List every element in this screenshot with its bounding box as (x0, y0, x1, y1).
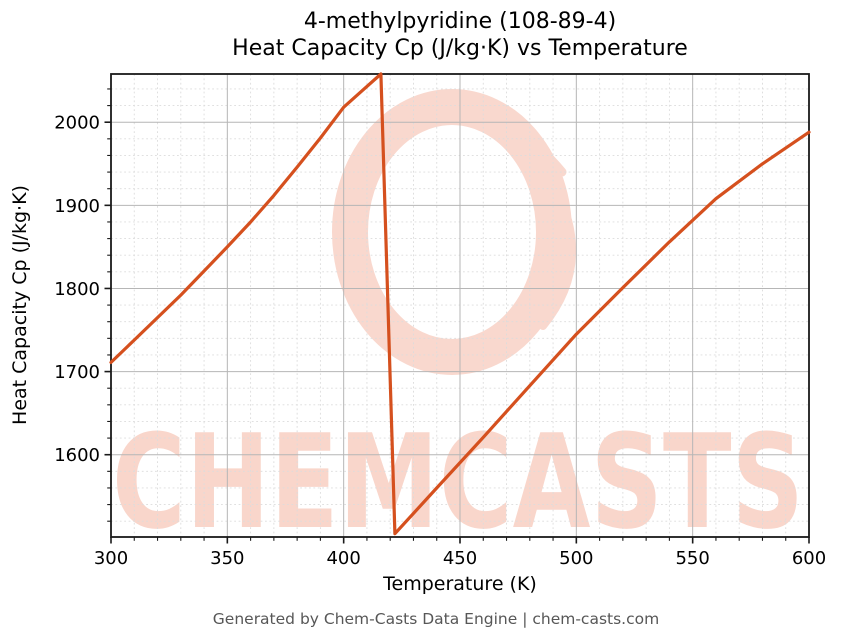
axis-tick-labels: 300 350 400 450 500 550 600 1600 1700 1800 1900 200… (54, 113, 826, 569)
x-tick-label: 550 (675, 548, 709, 569)
chart-title-line1: 4-methylpyridine (108-89-4) (304, 9, 616, 34)
x-tick-label: 300 (94, 548, 128, 569)
footer-credit: Generated by Chem-Casts Data Engine | ch… (213, 610, 659, 628)
x-tick-label: 400 (326, 548, 360, 569)
y-tick-label: 1600 (54, 445, 100, 466)
x-tick-label: 350 (210, 548, 244, 569)
y-axis-label: Heat Capacity Cp (J/kg·K) (9, 185, 31, 425)
cp-vs-temperature-line (109, 72, 811, 536)
x-axis-label: Temperature (K) (382, 573, 537, 595)
y-tick-label: 1900 (54, 196, 100, 217)
chart-title-line2: Heat Capacity Cp (J/kg·K) vs Temperature (232, 36, 688, 61)
x-tick-label: 500 (559, 548, 593, 569)
watermark-swirl-logo-icon (332, 89, 572, 375)
y-tick-label: 2000 (54, 113, 100, 134)
watermark-swirl-streak-bottom-icon (539, 216, 577, 330)
watermark-text: CHEMCASTS (112, 406, 804, 558)
y-tick-label: 1800 (54, 279, 100, 300)
watermark: CHEMCASTS (112, 89, 804, 558)
x-tick-label: 600 (792, 548, 826, 569)
y-tick-label: 1700 (54, 362, 100, 383)
x-tick-label: 450 (443, 548, 477, 569)
plot-area-frame (110, 73, 810, 538)
